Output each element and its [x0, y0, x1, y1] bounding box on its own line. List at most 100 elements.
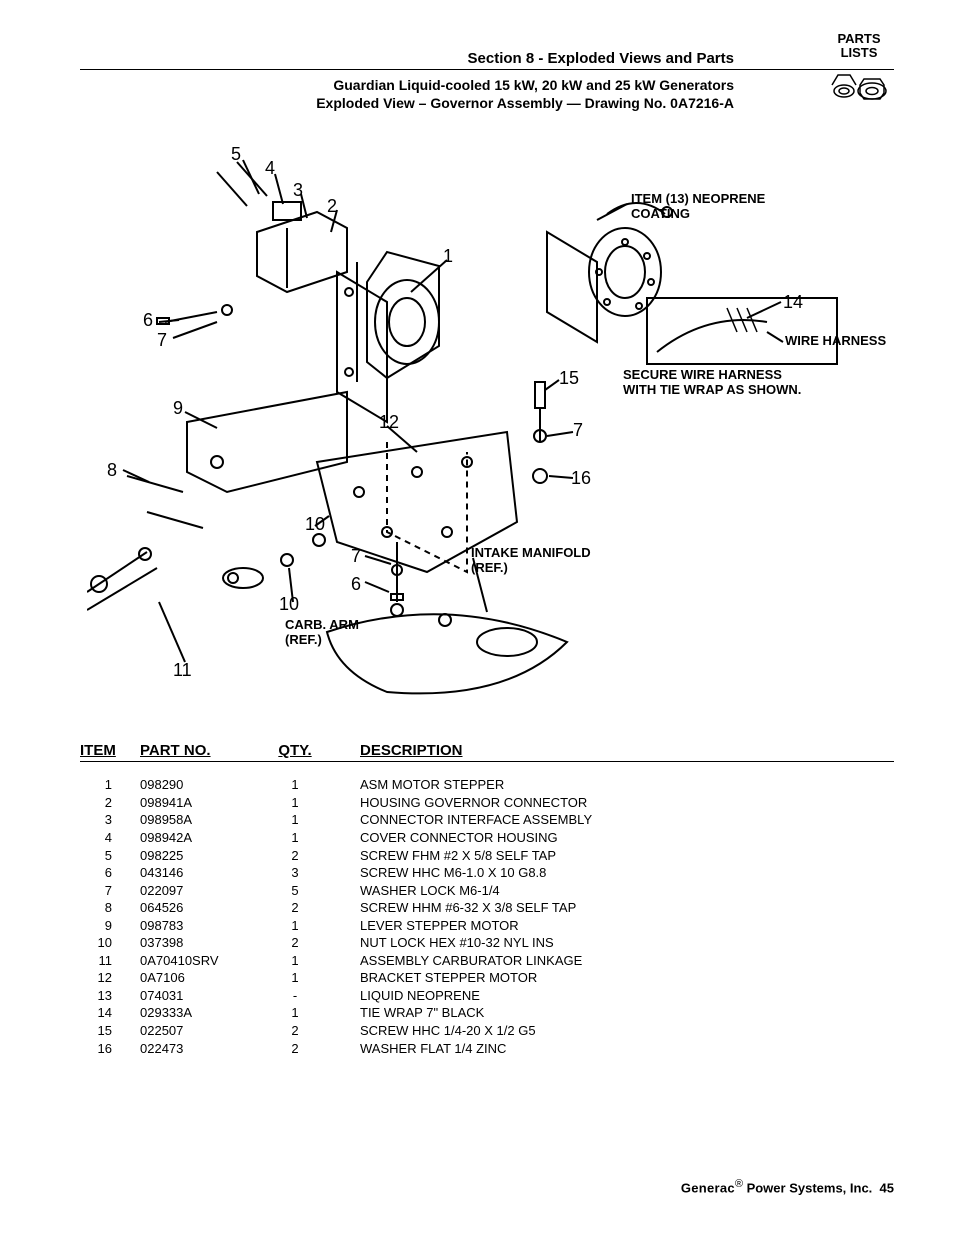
cell-qty: 1 — [260, 811, 330, 829]
cell-desc: TIE WRAP 7" BLACK — [330, 1004, 894, 1022]
subtitle-line-1: Guardian Liquid-cooled 15 kW, 20 kW and … — [80, 76, 894, 94]
table-row: 3098958A1CONNECTOR INTERFACE ASSEMBLY — [80, 811, 894, 829]
cell-item: 14 — [80, 1004, 140, 1022]
callout-16: 16 — [571, 468, 591, 489]
callout-8: 8 — [107, 460, 117, 481]
cell-item: 2 — [80, 794, 140, 812]
callout-7: 7 — [157, 330, 167, 351]
nut-bolt-icon — [814, 65, 904, 108]
header-desc: DESCRIPTION — [330, 742, 894, 759]
badge-text-2: LISTS — [814, 46, 904, 60]
cell-part: 064526 — [140, 899, 260, 917]
cell-part: 098225 — [140, 847, 260, 865]
cell-item: 1 — [80, 776, 140, 794]
callout-11: 11 — [173, 660, 192, 681]
cell-desc: SCREW FHM #2 X 5/8 SELF TAP — [330, 847, 894, 865]
cell-desc: LIQUID NEOPRENE — [330, 987, 894, 1005]
cell-item: 16 — [80, 1040, 140, 1058]
cell-desc: SCREW HHC 1/4-20 X 1/2 G5 — [330, 1022, 894, 1040]
cell-item: 4 — [80, 829, 140, 847]
cell-qty: 2 — [260, 899, 330, 917]
cell-qty: 2 — [260, 847, 330, 865]
cell-part: 074031 — [140, 987, 260, 1005]
header-qty: QTY. — [260, 742, 330, 759]
cell-item: 15 — [80, 1022, 140, 1040]
diagram-label: ITEM (13) NEOPRENECOATING — [631, 192, 765, 222]
table-row: 60431463SCREW HHC M6-1.0 X 10 G8.8 — [80, 864, 894, 882]
callout-15: 15 — [559, 368, 579, 389]
page-header: Section 8 - Exploded Views and Parts Gua… — [80, 50, 894, 112]
cell-part: 098290 — [140, 776, 260, 794]
table-row: 70220975WASHER LOCK M6-1/4 — [80, 882, 894, 900]
callout-1: 1 — [443, 246, 453, 267]
exploded-view-diagram: 54321671415912781610761011 ITEM (13) NEO… — [87, 132, 887, 712]
diagram-label: WIRE HARNESS — [785, 334, 886, 349]
cell-item: 6 — [80, 864, 140, 882]
diagram-label: SECURE WIRE HARNESSWITH TIE WRAP AS SHOW… — [623, 368, 801, 398]
cell-item: 11 — [80, 952, 140, 970]
parts-table: ITEM PART NO. QTY. DESCRIPTION 10982901A… — [80, 742, 894, 1057]
table-body: 10982901ASM MOTOR STEPPER2098941A1HOUSIN… — [80, 776, 894, 1057]
cell-qty: 1 — [260, 952, 330, 970]
table-row: 50982252SCREW FHM #2 X 5/8 SELF TAP — [80, 847, 894, 865]
cell-qty: 1 — [260, 776, 330, 794]
callout-4: 4 — [265, 158, 275, 179]
cell-desc: LEVER STEPPER MOTOR — [330, 917, 894, 935]
cell-qty: 2 — [260, 1022, 330, 1040]
table-row: 150225072SCREW HHC 1/4-20 X 1/2 G5 — [80, 1022, 894, 1040]
diagram-svg — [87, 132, 887, 712]
cell-desc: SCREW HHM #6-32 X 3/8 SELF TAP — [330, 899, 894, 917]
cell-item: 12 — [80, 969, 140, 987]
cell-item: 3 — [80, 811, 140, 829]
cell-part: 0A70410SRV — [140, 952, 260, 970]
cell-part: 098783 — [140, 917, 260, 935]
cell-part: 043146 — [140, 864, 260, 882]
cell-item: 10 — [80, 934, 140, 952]
table-row: 120A71061BRACKET STEPPER MOTOR — [80, 969, 894, 987]
table-row: 14029333A1TIE WRAP 7" BLACK — [80, 1004, 894, 1022]
callout-7: 7 — [573, 420, 583, 441]
callout-10: 10 — [305, 514, 325, 535]
header-part: PART NO. — [140, 742, 260, 759]
cell-desc: ASM MOTOR STEPPER — [330, 776, 894, 794]
page-number: 45 — [880, 1180, 894, 1195]
cell-qty: 1 — [260, 969, 330, 987]
cell-part: 098942A — [140, 829, 260, 847]
diagram-label: INTAKE MANIFOLD(REF.) — [471, 546, 591, 576]
cell-part: 022507 — [140, 1022, 260, 1040]
header-rule: Section 8 - Exploded Views and Parts — [80, 50, 894, 70]
callout-3: 3 — [293, 180, 303, 201]
cell-qty: 3 — [260, 864, 330, 882]
table-header-row: ITEM PART NO. QTY. DESCRIPTION — [80, 742, 894, 762]
table-row: 100373982NUT LOCK HEX #10-32 NYL INS — [80, 934, 894, 952]
cell-item: 5 — [80, 847, 140, 865]
footer-brand: Generac — [681, 1180, 735, 1195]
badge-text-1: PARTS — [814, 32, 904, 46]
table-row: 160224732WASHER FLAT 1/4 ZINC — [80, 1040, 894, 1058]
subtitle-line-2: Exploded View – Governor Assembly — Draw… — [80, 94, 894, 112]
table-row: 4098942A1COVER CONNECTOR HOUSING — [80, 829, 894, 847]
cell-desc: ASSEMBLY CARBURATOR LINKAGE — [330, 952, 894, 970]
table-row: 110A70410SRV1ASSEMBLY CARBURATOR LINKAGE — [80, 952, 894, 970]
cell-part: 098941A — [140, 794, 260, 812]
cell-desc: CONNECTOR INTERFACE ASSEMBLY — [330, 811, 894, 829]
page-footer: Generac® Power Systems, Inc. 45 — [681, 1178, 894, 1195]
cell-part: 098958A — [140, 811, 260, 829]
cell-desc: NUT LOCK HEX #10-32 NYL INS — [330, 934, 894, 952]
table-row: 13074031-LIQUID NEOPRENE — [80, 987, 894, 1005]
cell-item: 8 — [80, 899, 140, 917]
cell-part: 0A7106 — [140, 969, 260, 987]
cell-qty: 5 — [260, 882, 330, 900]
cell-desc: HOUSING GOVERNOR CONNECTOR — [330, 794, 894, 812]
cell-item: 7 — [80, 882, 140, 900]
section-title: Section 8 - Exploded Views and Parts — [80, 50, 894, 69]
table-row: 10982901ASM MOTOR STEPPER — [80, 776, 894, 794]
header-item: ITEM — [80, 742, 140, 759]
table-row: 80645262SCREW HHM #6-32 X 3/8 SELF TAP — [80, 899, 894, 917]
callout-5: 5 — [231, 144, 241, 165]
cell-part: 037398 — [140, 934, 260, 952]
callout-6: 6 — [143, 310, 153, 331]
diagram-label: CARB. ARM(REF.) — [285, 618, 359, 648]
cell-part: 029333A — [140, 1004, 260, 1022]
cell-qty: 1 — [260, 829, 330, 847]
